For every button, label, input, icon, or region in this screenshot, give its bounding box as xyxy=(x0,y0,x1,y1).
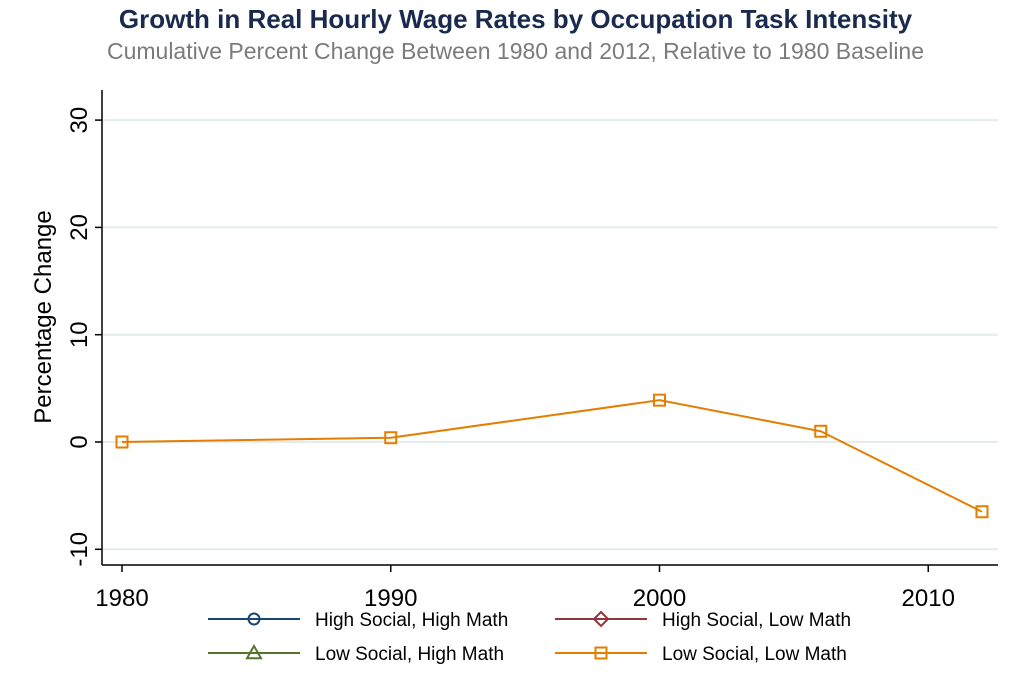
data-point xyxy=(814,424,828,438)
y-tick-label: -10 xyxy=(66,532,93,567)
y-tick-label: 30 xyxy=(66,107,93,134)
chart-title: Growth in Real Hourly Wage Rates by Occu… xyxy=(118,4,913,34)
chart-subtitle: Cumulative Percent Change Between 1980 a… xyxy=(106,38,925,64)
data-point xyxy=(115,435,129,449)
x-tick-label: 1980 xyxy=(95,585,148,612)
y-axis-title: Percentage Change xyxy=(30,210,57,424)
data-point xyxy=(975,505,989,519)
y-tick-label: 10 xyxy=(66,321,93,348)
legend-marker xyxy=(247,612,261,626)
series-line xyxy=(121,399,983,513)
legend-marker xyxy=(245,643,263,660)
data-point xyxy=(384,431,398,445)
legend-label: High Social, High Math xyxy=(315,610,508,631)
x-tick-label: 2000 xyxy=(633,585,686,612)
data-point xyxy=(653,393,666,407)
y-tick-label: 20 xyxy=(66,214,93,241)
legend-marker xyxy=(592,610,610,628)
legend-marker xyxy=(594,646,608,660)
legend-label: High Social, Low Math xyxy=(662,610,851,631)
legend-label: Low Social, Low Math xyxy=(662,644,847,665)
legend-label: Low Social, High Math xyxy=(315,644,504,665)
x-tick-label: 2010 xyxy=(902,585,955,612)
x-tick-label: 1990 xyxy=(364,585,417,612)
y-tick-label: 0 xyxy=(66,435,93,448)
